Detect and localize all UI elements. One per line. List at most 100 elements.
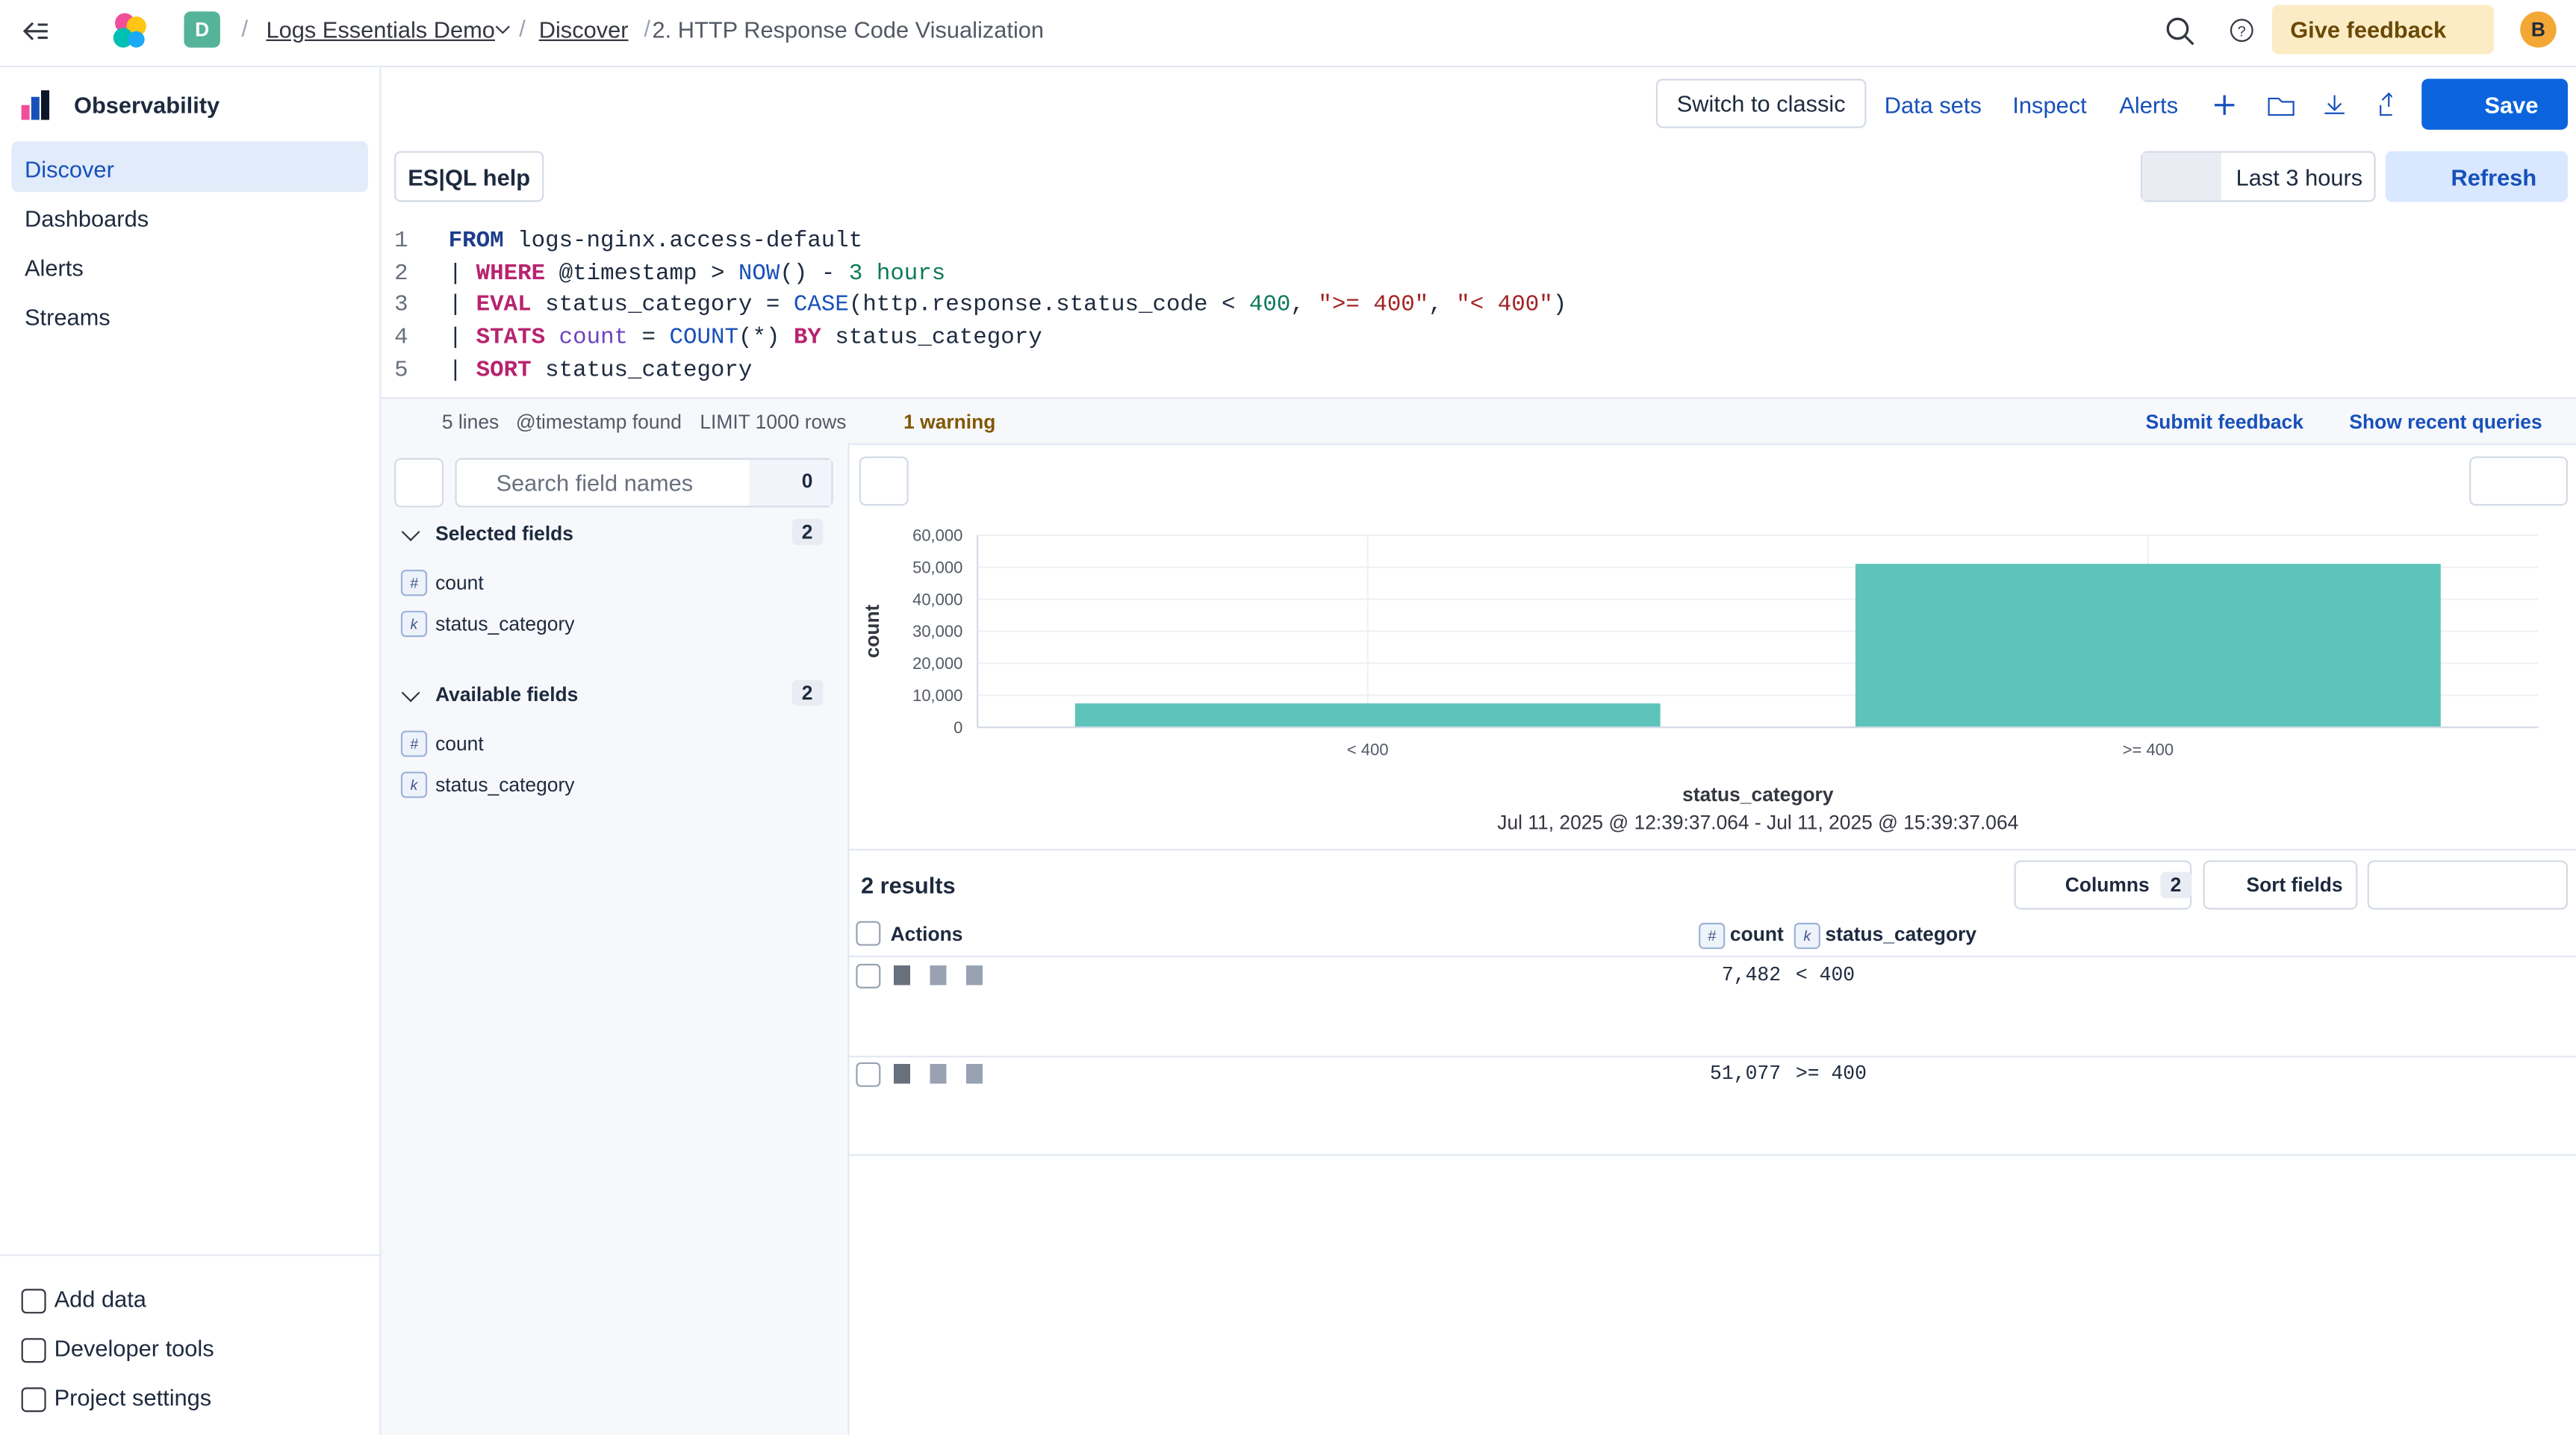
- status-warning[interactable]: 1 warning: [903, 410, 996, 434]
- code-token: NOW: [738, 260, 780, 287]
- grid-header: Actions # count k status_category: [847, 916, 2576, 958]
- code-token: status_category: [531, 357, 753, 385]
- status-limit: LIMIT 1000 rows: [700, 410, 847, 434]
- code-token: @timestamp >: [545, 260, 738, 287]
- nav-item[interactable]: Discover: [25, 155, 114, 183]
- filter-button[interactable]: [749, 459, 832, 506]
- actions-header: Actions: [890, 922, 963, 946]
- submit-feedback-link[interactable]: Submit feedback: [2145, 410, 2303, 434]
- columns-button[interactable]: Columns 2: [2014, 860, 2192, 910]
- column-type: #: [1699, 922, 1726, 950]
- nav-item[interactable]: Dashboards: [25, 205, 149, 232]
- esql-help-button[interactable]: ES|QL help: [394, 151, 544, 202]
- button-label: Switch to classic: [1676, 90, 1846, 117]
- breadcrumb[interactable]: Discover: [538, 16, 629, 43]
- code-token: 400: [1248, 293, 1291, 320]
- code-token: WHERE: [476, 260, 546, 287]
- help-icon[interactable]: ?: [2230, 18, 2254, 43]
- y-tick-label: 60,000: [912, 526, 962, 545]
- button-label: Save: [2484, 91, 2539, 118]
- time-picker[interactable]: Last 3 hours: [2140, 151, 2376, 202]
- code-token: ,: [1428, 293, 1457, 320]
- toolbar-icons[interactable]: [2212, 92, 2392, 118]
- sidebar: Observability Discover Dashboards Alerts St…: [0, 67, 382, 1435]
- results-title: 2 results: [860, 871, 956, 898]
- footer-item[interactable]: Project settings: [54, 1383, 212, 1411]
- code-token: count: [559, 325, 629, 352]
- inspect-link[interactable]: Inspect: [2012, 92, 2087, 119]
- data-sets-link[interactable]: Data sets: [1884, 92, 1982, 119]
- column-header: status_category: [1825, 922, 1977, 946]
- line-number: 1: [394, 228, 408, 255]
- y-tick-label: 0: [953, 718, 962, 737]
- bar: [1855, 564, 2441, 728]
- code-token: (*): [738, 325, 794, 352]
- field-name[interactable]: status_category: [435, 773, 575, 797]
- cell-status-category: < 400: [1795, 963, 1855, 987]
- x-tick-label: < 400: [1347, 741, 1389, 759]
- chart-toggle[interactable]: [859, 456, 909, 506]
- select-all[interactable]: [856, 921, 881, 946]
- group-title[interactable]: Available fields: [435, 682, 579, 706]
- field-name[interactable]: status_category: [435, 612, 575, 636]
- alerts-link[interactable]: Alerts: [2119, 92, 2179, 119]
- footer-item[interactable]: Developer tools: [54, 1334, 214, 1362]
- cell-status-category: >= 400: [1795, 1062, 1867, 1086]
- recent-queries-link[interactable]: Show recent queries: [2349, 410, 2542, 434]
- chevron: [495, 25, 510, 34]
- row-select[interactable]: [856, 1062, 881, 1087]
- space-avatar[interactable]: D: [184, 11, 220, 48]
- top-header: D / Logs Essentials Demo / Discover / 2.…: [0, 0, 2576, 68]
- row-actions[interactable]: [893, 1064, 999, 1084]
- code-token: [545, 326, 559, 352]
- code-token: |: [448, 260, 476, 287]
- button-label: Refresh: [2451, 163, 2537, 190]
- elastic-logo[interactable]: [110, 11, 149, 51]
- group-count: 2: [791, 679, 823, 706]
- bar: [1074, 703, 1661, 728]
- line-number: 4: [394, 325, 408, 352]
- nav-item[interactable]: Streams: [25, 303, 111, 331]
- y-tick-label: 20,000: [912, 654, 962, 673]
- cell-count: 51,077: [1710, 1062, 1782, 1086]
- button-label: Columns: [2065, 873, 2150, 897]
- date-quick-select[interactable]: [2142, 152, 2221, 201]
- line-number: 2: [394, 260, 408, 287]
- code-token: EVAL: [476, 293, 532, 320]
- user-avatar[interactable]: B: [2520, 11, 2557, 48]
- code-token: logs-nginx.access-default: [503, 228, 863, 255]
- row-actions[interactable]: [893, 965, 999, 986]
- chart-actions[interactable]: [2469, 456, 2569, 506]
- column-header: count: [1729, 922, 1784, 946]
- button-label: Sort fields: [2246, 873, 2343, 897]
- switch-classic-button[interactable]: Switch to classic: [1655, 78, 1867, 128]
- menu-icon[interactable]: [22, 19, 49, 43]
- field-search[interactable]: Search field names 0: [455, 458, 833, 508]
- code-line: 1 FROM logs-nginx.access-default: [394, 225, 862, 258]
- footer-item[interactable]: Add data: [54, 1285, 146, 1313]
- code-token: |: [448, 293, 476, 320]
- give-feedback-button[interactable]: Give feedback: [2272, 4, 2495, 55]
- search-icon[interactable]: [2165, 16, 2195, 46]
- field-name[interactable]: count: [435, 571, 484, 595]
- collapse-button[interactable]: [394, 458, 444, 508]
- x-tick-label: >= 400: [2123, 741, 2174, 759]
- code-token: BY: [793, 325, 821, 352]
- field-name[interactable]: count: [435, 732, 484, 756]
- line-number: 3: [394, 293, 408, 320]
- save-button[interactable]: Save: [2421, 78, 2569, 130]
- grid-tools[interactable]: [2367, 860, 2569, 910]
- chart-panel: [847, 443, 2576, 851]
- code-token: STATS: [476, 325, 546, 352]
- code-token: () -: [780, 260, 849, 287]
- group-title[interactable]: Selected fields: [435, 522, 574, 546]
- row-select[interactable]: [856, 963, 881, 989]
- group-chevron: [401, 683, 420, 703]
- refresh-button[interactable]: Refresh: [2385, 151, 2569, 202]
- chart-subtitle: Jul 11, 2025 @ 12:39:37.064 - Jul 11, 20…: [1497, 812, 2018, 834]
- time-range: Last 3 hours: [2236, 164, 2363, 191]
- breadcrumb[interactable]: Logs Essentials Demo: [266, 16, 495, 43]
- svg-text:?: ?: [2238, 23, 2246, 40]
- nav-item[interactable]: Alerts: [25, 254, 84, 281]
- sort-button[interactable]: Sort fields: [2203, 860, 2358, 910]
